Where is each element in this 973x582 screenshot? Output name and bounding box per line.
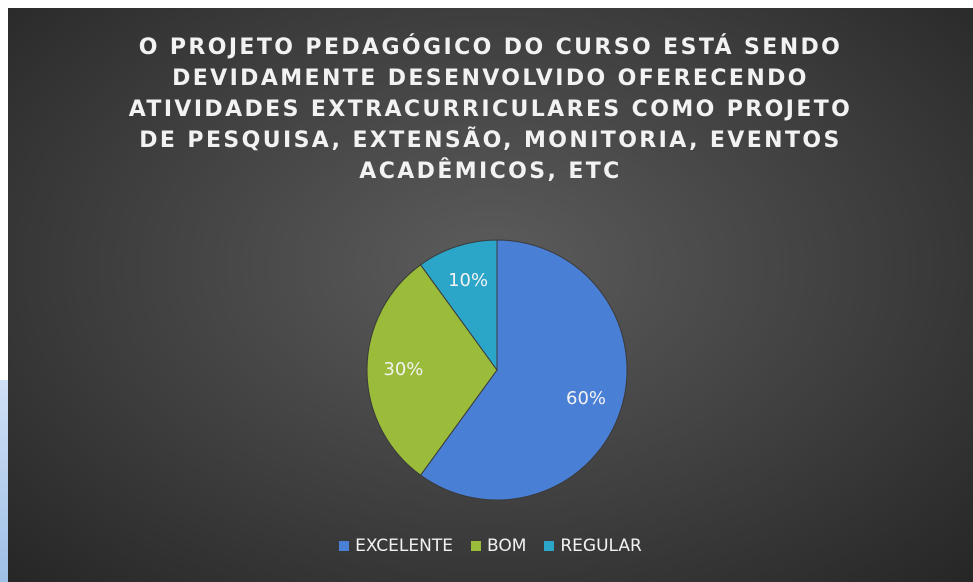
pie-slice <box>419 239 498 372</box>
legend-label: EXCELENTE <box>355 536 453 556</box>
legend-item: EXCELENTE <box>339 536 453 556</box>
legend-swatch <box>544 541 555 551</box>
data-label: 60% <box>566 388 606 409</box>
decoration <box>0 380 8 582</box>
legend-label: REGULAR <box>560 536 642 556</box>
legend: EXCELENTE BOM REGULAR <box>8 536 973 556</box>
pie-slice <box>419 239 628 501</box>
legend-swatch <box>339 541 350 551</box>
data-label: 30% <box>383 359 423 380</box>
legend-item: REGULAR <box>544 536 642 556</box>
legend-label: BOM <box>486 536 527 556</box>
pie-slice <box>366 264 498 476</box>
legend-swatch <box>470 541 481 551</box>
data-label: 10% <box>448 270 488 291</box>
plot: 60% 30% 10% <box>366 239 628 501</box>
chart: O PROJETO PEDAGÓGICO DO CURSO ESTÁ SENDO… <box>8 8 973 582</box>
chart-title: O PROJETO PEDAGÓGICO DO CURSO ESTÁ SENDO… <box>128 35 853 184</box>
legend-item: BOM <box>470 536 527 556</box>
